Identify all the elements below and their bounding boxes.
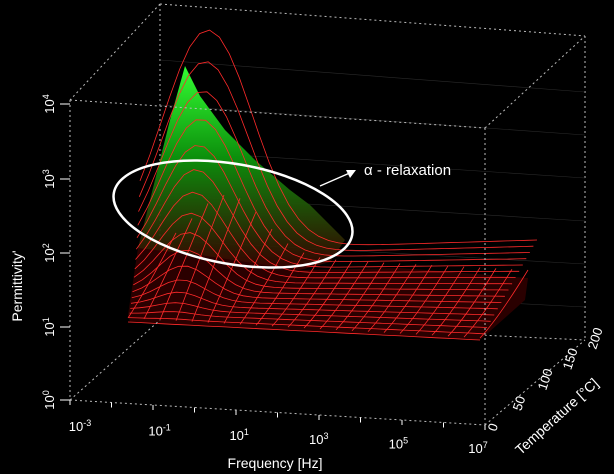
annotation-label: α - relaxation bbox=[364, 162, 451, 179]
annotation-arrow-head bbox=[346, 170, 356, 178]
x-tick-label: 101 bbox=[229, 427, 248, 443]
mesh-line-frequency bbox=[159, 203, 209, 320]
y-tick-label: 100 bbox=[41, 390, 57, 409]
mesh-line-temperature bbox=[132, 265, 502, 303]
y-tick-label: 103 bbox=[41, 169, 57, 188]
x-tick-label: 107 bbox=[468, 440, 487, 456]
alpha-relaxation-ellipse bbox=[112, 159, 354, 269]
mesh-line-frequency bbox=[271, 257, 321, 327]
y-tick: 104 bbox=[41, 94, 57, 113]
y-tick: 101 bbox=[41, 317, 57, 336]
mesh-line-frequency bbox=[319, 261, 369, 330]
mesh-line-frequency bbox=[367, 264, 417, 332]
mesh-line-temperature bbox=[135, 191, 516, 279]
z-tick-label: 0 bbox=[485, 421, 502, 433]
y-tick: 100 bbox=[41, 390, 57, 409]
mesh-line-frequency bbox=[303, 260, 353, 329]
mesh-line-temperature bbox=[131, 279, 498, 310]
mesh-line-frequency bbox=[127, 232, 177, 319]
mesh-line-temperature bbox=[133, 249, 505, 297]
mesh-line-temperature bbox=[138, 61, 534, 251]
mesh-line-frequency bbox=[223, 228, 273, 324]
x-axis-ticks: 10-3 10-1 101 103 105 107 bbox=[69, 400, 488, 456]
mesh-line-temperature bbox=[139, 29, 538, 246]
back-grid-line bbox=[159, 104, 586, 136]
y-tick: 103 bbox=[41, 169, 57, 188]
mesh-line-temperature bbox=[130, 291, 495, 316]
x-tick-label: 103 bbox=[309, 431, 328, 447]
mesh-line-temperature bbox=[127, 321, 481, 341]
y-tick: 102 bbox=[41, 243, 57, 262]
z-tick-label: 100 bbox=[535, 367, 556, 392]
x-tick-label: 105 bbox=[389, 436, 408, 452]
x-tick-label: 10-1 bbox=[148, 422, 170, 438]
x-axis-label: Frequency [Hz] bbox=[228, 455, 323, 471]
mesh-line-frequency bbox=[239, 243, 289, 325]
mesh-line-frequency bbox=[255, 252, 305, 326]
z-tick-label: 200 bbox=[585, 326, 606, 351]
z-axis-label: Temperature [°C] bbox=[512, 375, 601, 458]
mesh-line-temperature bbox=[130, 302, 491, 322]
mesh-line-frequency bbox=[207, 211, 257, 323]
mesh-line-temperature bbox=[135, 169, 520, 273]
alpha-peak-fill bbox=[138, 66, 345, 270]
z-tick-label: 50 bbox=[510, 394, 529, 412]
surface-mesh bbox=[127, 29, 538, 341]
mesh-line-frequency bbox=[351, 263, 401, 332]
z-tick-label: 150 bbox=[560, 346, 581, 371]
x-tick-label: 10-3 bbox=[69, 418, 91, 434]
mesh-line-temperature bbox=[137, 119, 527, 263]
mesh-line-temperature bbox=[128, 317, 484, 335]
y-tick-label: 104 bbox=[41, 94, 57, 113]
y-tick-label: 102 bbox=[41, 243, 57, 262]
mesh-line-frequency bbox=[191, 198, 241, 322]
y-tick-label: 101 bbox=[41, 317, 57, 336]
mesh-line-temperature bbox=[133, 232, 509, 291]
annotation-arrow-line bbox=[319, 171, 353, 187]
mesh-line-temperature bbox=[129, 311, 488, 328]
mesh-line-temperature bbox=[136, 145, 523, 268]
mesh-line-frequency bbox=[287, 259, 337, 328]
y-axis-ticks: 100 101 102 103 104 bbox=[41, 94, 70, 410]
mesh-line-frequency bbox=[143, 218, 193, 320]
bounding-box-front bbox=[69, 35, 586, 426]
y-axis-label: Permittivity' bbox=[9, 250, 25, 321]
mesh-line-temperature bbox=[134, 212, 513, 285]
mesh-line-frequency bbox=[479, 269, 529, 339]
back-grid-line bbox=[159, 59, 586, 93]
mesh-line-frequency bbox=[415, 266, 465, 335]
mesh-line-frequency bbox=[175, 194, 225, 321]
